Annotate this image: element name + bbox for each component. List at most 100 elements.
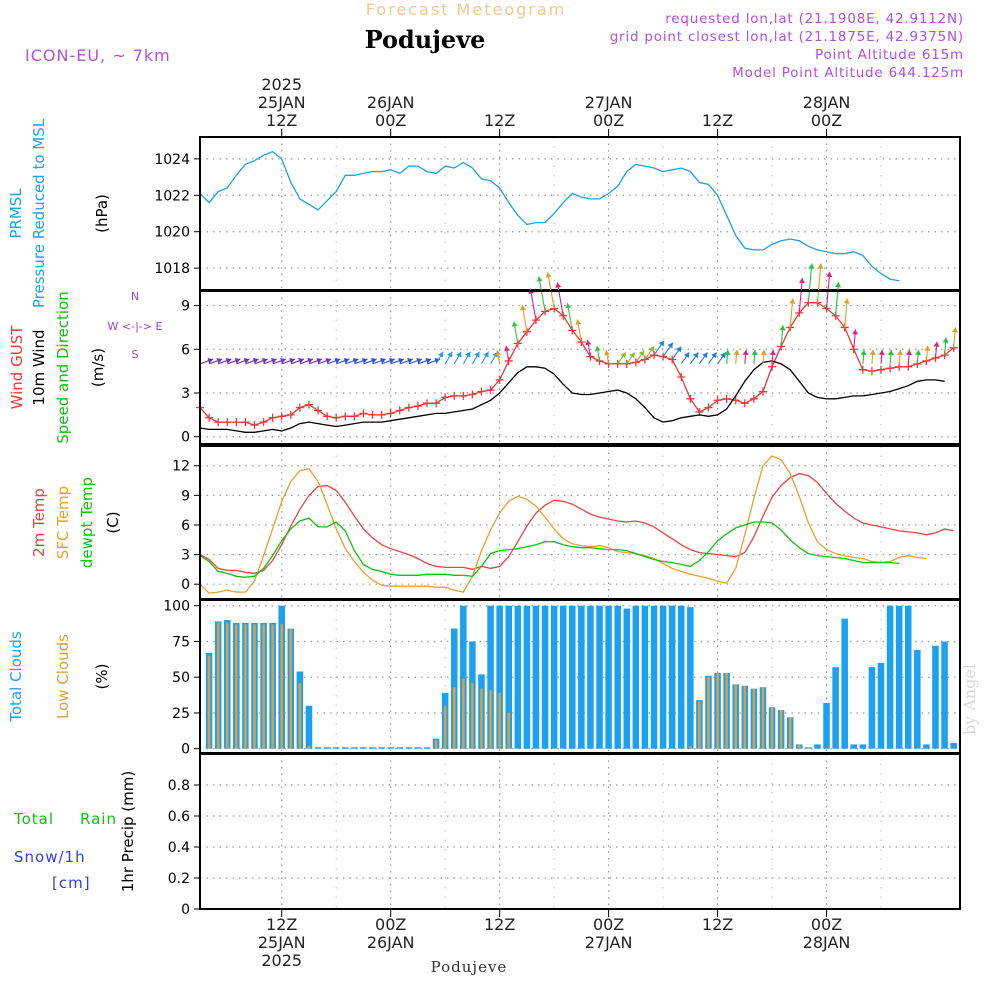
total-cloud-bar — [559, 605, 567, 749]
wind-arrow-head — [495, 350, 502, 356]
gust-marker — [740, 399, 749, 408]
wind-arrow-head — [325, 357, 332, 364]
y-tick-label: 25 — [172, 706, 190, 722]
gust-marker — [722, 394, 731, 403]
wind-arrow-head — [555, 282, 562, 288]
gust-marker — [704, 403, 713, 412]
gust-marker — [277, 412, 286, 421]
wind-arrow-head — [683, 352, 690, 359]
total-cloud-bar — [895, 605, 903, 749]
bottom-time-label: 00Z — [375, 915, 406, 934]
total-cloud-bar — [877, 662, 885, 749]
wind-arrow-head — [648, 346, 654, 353]
gust-marker — [304, 400, 313, 409]
wind-arrow — [807, 263, 813, 303]
total-cloud-bar — [360, 747, 367, 749]
y-tick-label: 0 — [181, 430, 190, 446]
y-tick-label: 1024 — [154, 152, 190, 168]
total-cloud-bar — [514, 605, 522, 749]
wind-arrow-head — [216, 357, 223, 364]
y-axis-title: PRMSL — [7, 188, 25, 239]
gust-marker — [668, 355, 677, 364]
total-cloud-bar — [342, 747, 349, 749]
wind-arrow — [816, 263, 822, 303]
low-cloud-bar — [225, 622, 229, 749]
wind-arrow-head — [852, 329, 859, 335]
y-tick-label: 0 — [181, 577, 190, 593]
y-axis-title: Pressure Reduced to MSL — [30, 118, 48, 308]
y-tick-label: 1022 — [154, 188, 190, 204]
gust-marker — [677, 372, 686, 381]
wind-arrow-head — [361, 357, 368, 364]
wind-arrow-head — [520, 305, 526, 311]
wind-arrow-head — [769, 349, 776, 356]
wind-arrow — [798, 277, 803, 313]
wind-arrow-head — [565, 302, 572, 309]
low-cloud-bar — [434, 740, 438, 749]
y-tick-label: 6 — [181, 518, 190, 534]
total-cloud-bar — [569, 605, 576, 749]
low-cloud-bar — [743, 685, 747, 749]
gust-marker — [886, 364, 895, 373]
total-cloud-bar — [351, 747, 358, 749]
wind-arrow-head — [334, 357, 341, 364]
low-cloud-bar — [289, 628, 293, 749]
bottom-time-label: 25JAN — [258, 933, 306, 952]
wind-arrow-head — [252, 357, 259, 364]
low-cloud-bar — [244, 624, 247, 749]
wind-arrow-head — [702, 352, 708, 359]
total-cloud-bar — [387, 747, 394, 749]
top-time-label: 00Z — [811, 111, 842, 130]
gust-marker — [686, 394, 695, 403]
low-cloud-bar — [698, 701, 701, 749]
gridpoint-coords: grid point closest lon,lat (21.1875E, 42… — [610, 29, 964, 45]
low-cloud-bar — [443, 705, 447, 749]
wind-arrow-head — [379, 357, 386, 364]
legend-snow: Snow/1h — [14, 848, 86, 866]
y-axis-unit: (%) — [93, 664, 111, 690]
gust-marker — [205, 413, 214, 422]
wind-arrow-head — [887, 349, 894, 356]
total-cloud-bar — [460, 605, 467, 749]
bottom-time-label: 00Z — [811, 915, 842, 934]
series-line-2m-temp — [199, 472, 954, 574]
wind-arrow-head — [620, 352, 626, 359]
low-cloud-bar — [471, 682, 474, 749]
total-cloud-bar — [405, 747, 413, 749]
wind-arrow-head — [869, 349, 876, 356]
gust-marker — [232, 418, 241, 427]
wind-arrow-head — [808, 263, 815, 269]
total-cloud-bar — [541, 605, 549, 749]
total-cloud-bar — [332, 747, 340, 749]
wind-arrow-head — [952, 327, 958, 333]
wind-arrow-head — [860, 349, 867, 356]
gust-marker — [758, 387, 767, 396]
wind-arrow-head — [483, 351, 489, 358]
low-cloud-bar — [761, 687, 765, 749]
gust-marker — [314, 406, 323, 415]
bottom-time-label: 00Z — [593, 915, 624, 934]
wind-arrow-head — [545, 272, 552, 278]
low-cloud-bar — [797, 744, 801, 749]
wind-arrow-head — [933, 341, 940, 347]
y-axis-title: Total Clouds — [7, 631, 25, 723]
wind-arrow-head — [751, 349, 758, 356]
total-cloud-bar — [614, 605, 621, 749]
y-axis-title: Wind GUST — [8, 325, 26, 410]
gust-marker — [867, 367, 876, 376]
total-cloud-bar — [814, 744, 821, 749]
wind-arrow-head — [503, 345, 510, 352]
panel-pressure: 1018 1020 1022 1024 PRMSL Pressure Reduced to… — [7, 118, 961, 308]
total-cloud-bar — [632, 605, 640, 749]
y-tick-label: 50 — [172, 670, 190, 686]
wind-arrow-head — [575, 319, 582, 325]
low-cloud-bar — [498, 692, 501, 749]
y-tick-label: 0.8 — [168, 778, 190, 794]
total-cloud-bar — [659, 605, 667, 749]
wind-arrow-head — [474, 351, 480, 358]
y-tick-label: 6 — [181, 342, 190, 358]
total-cloud-bar — [650, 605, 658, 749]
low-cloud-bar — [507, 712, 511, 749]
y-axis-unit: (C) — [104, 511, 122, 533]
wind-arrow-head — [817, 263, 824, 269]
